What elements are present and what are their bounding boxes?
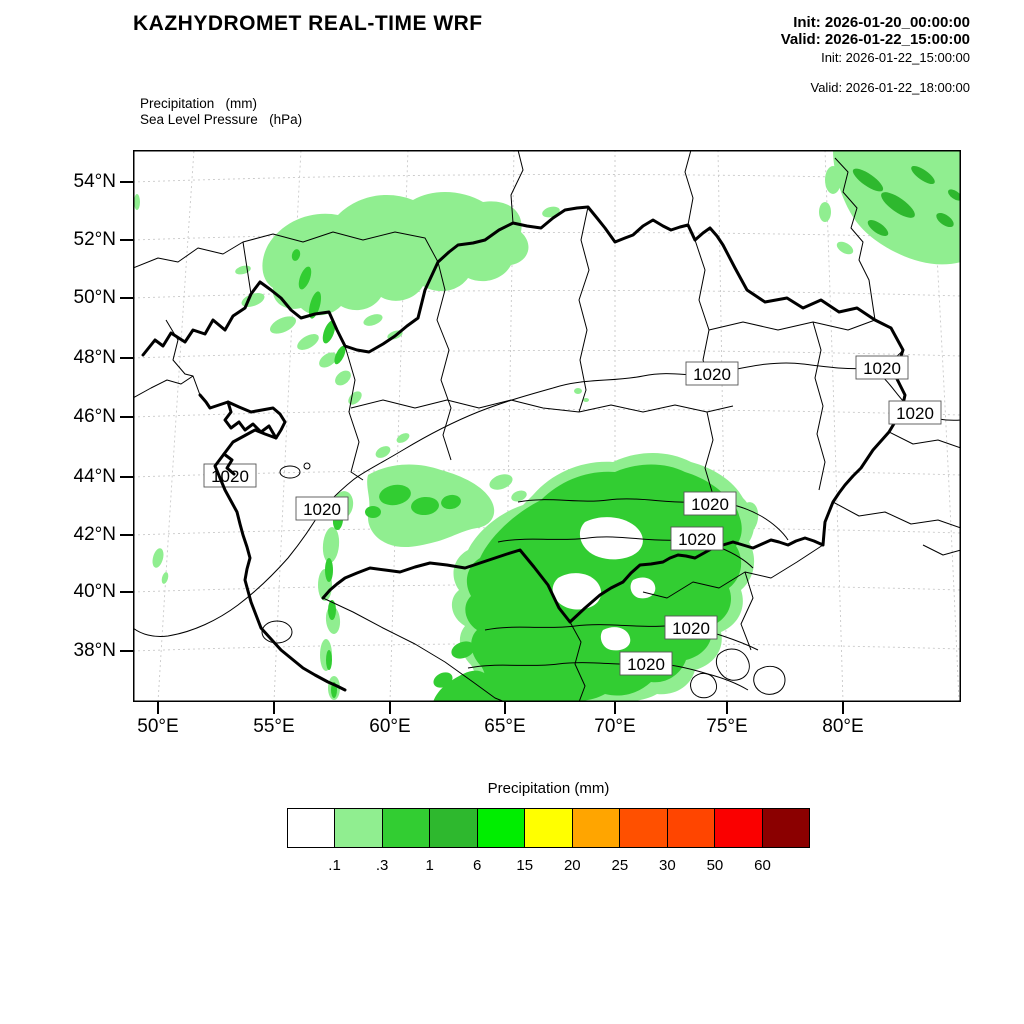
lat-label-38n: 38°N bbox=[73, 640, 116, 661]
precipitation-holes bbox=[552, 517, 656, 651]
valid-primary-label: Valid: 2026-01-22_15:00:00 bbox=[780, 31, 970, 48]
legend-color-box bbox=[714, 808, 763, 848]
legend-threshold: 15 bbox=[516, 857, 534, 874]
legend-threshold: 20 bbox=[563, 857, 581, 874]
lon-tick bbox=[157, 702, 159, 714]
page-title: KAZHYDROMET REAL-TIME WRF bbox=[133, 12, 483, 35]
legend-color-box bbox=[381, 808, 431, 848]
legend-color-box bbox=[524, 808, 573, 848]
svg-text:1020: 1020 bbox=[896, 404, 934, 423]
valid-secondary-label: Valid: 2026-01-22_18:00:00 bbox=[810, 80, 971, 95]
map-frame-border bbox=[133, 150, 961, 702]
legend-color-box bbox=[761, 808, 810, 848]
lat-label-40n: 40°N bbox=[73, 581, 116, 602]
caspian-coastline bbox=[198, 393, 347, 692]
lon-tick bbox=[273, 702, 275, 714]
legend-color-box bbox=[429, 808, 478, 848]
legend-threshold: 50 bbox=[706, 857, 724, 874]
lat-label-42n: 42°N bbox=[73, 524, 116, 545]
svg-text:1020: 1020 bbox=[678, 530, 716, 549]
lon-tick bbox=[389, 702, 391, 714]
lat-label-46n: 46°N bbox=[73, 406, 116, 427]
lat-tick bbox=[120, 357, 133, 359]
isobar-labels: 1020 1020 1020 1020 1020 1020 bbox=[295, 355, 942, 676]
isobar-label: 1020 bbox=[664, 615, 718, 640]
lon-label-75e: 75°E bbox=[706, 716, 748, 737]
isobar-label: 1020 bbox=[295, 496, 349, 521]
isobar-label: 1020 bbox=[619, 651, 673, 676]
pressure-field-label: Sea Level Pressure (hPa) bbox=[140, 112, 303, 127]
lon-tick bbox=[842, 702, 844, 714]
legend-threshold: 25 bbox=[611, 857, 629, 874]
legend-threshold: 30 bbox=[659, 857, 676, 874]
lat-tick bbox=[120, 181, 133, 183]
legend-threshold: 6 bbox=[472, 857, 482, 874]
legend-color-box bbox=[287, 808, 336, 848]
svg-text:1020: 1020 bbox=[863, 359, 901, 378]
lat-tick bbox=[120, 476, 133, 478]
precipitation-field-label: Precipitation (mm) bbox=[140, 96, 258, 111]
isobar-label: 1020 bbox=[888, 400, 942, 425]
legend-color-box bbox=[476, 808, 526, 848]
svg-text:1020: 1020 bbox=[693, 365, 731, 384]
legend-threshold: 1 bbox=[425, 857, 434, 874]
isobar-label: 1020 bbox=[683, 491, 737, 516]
svg-text:1020: 1020 bbox=[303, 500, 341, 519]
lon-label-65e: 65°E bbox=[484, 716, 526, 737]
legend-threshold: .1 bbox=[328, 857, 341, 874]
legend-threshold: .3 bbox=[375, 857, 389, 874]
legend-threshold-labels: .1 .3 1 6 15 20 25 30 50 60 bbox=[287, 857, 810, 877]
lat-label-54n: 54°N bbox=[73, 171, 116, 192]
legend-title: Precipitation (mm) bbox=[487, 780, 610, 797]
isobar-label: 1020 bbox=[685, 361, 739, 386]
lon-tick bbox=[614, 702, 616, 714]
precipitation-dark-layer bbox=[852, 165, 961, 237]
lat-tick bbox=[120, 534, 133, 536]
lat-tick bbox=[120, 239, 133, 241]
lat-label-50n: 50°N bbox=[73, 287, 116, 308]
legend-color-box bbox=[666, 808, 716, 848]
isobar-label: 1020 bbox=[203, 463, 257, 488]
isobar-label: 1020 bbox=[670, 526, 724, 551]
lat-tick bbox=[120, 591, 133, 593]
lat-tick bbox=[120, 416, 133, 418]
lon-label-55e: 55°E bbox=[253, 716, 295, 737]
legend-color-box bbox=[334, 808, 383, 848]
lat-label-44n: 44°N bbox=[73, 466, 116, 487]
isobar-label: 1020 bbox=[855, 355, 909, 380]
lat-tick bbox=[120, 650, 133, 652]
svg-text:1020: 1020 bbox=[691, 495, 729, 514]
legend-colorbar bbox=[287, 808, 810, 848]
svg-text:1020: 1020 bbox=[672, 619, 710, 638]
init-secondary-label: Init: 2026-01-22_15:00:00 bbox=[821, 50, 970, 65]
legend-color-box bbox=[619, 808, 668, 848]
kazakhstan-border bbox=[141, 205, 907, 624]
lon-label-80e: 80°E bbox=[822, 716, 864, 737]
legend-threshold: 60 bbox=[754, 857, 771, 874]
svg-text:1020: 1020 bbox=[627, 655, 665, 674]
legend-color-box bbox=[571, 808, 621, 848]
lat-label-48n: 48°N bbox=[73, 347, 116, 368]
lon-label-70e: 70°E bbox=[594, 716, 636, 737]
lon-label-60e: 60°E bbox=[369, 716, 411, 737]
map-svg: 1020 bbox=[133, 150, 961, 702]
lon-tick bbox=[726, 702, 728, 714]
init-primary-label: Init: 2026-01-20_00:00:00 bbox=[793, 14, 970, 31]
lon-tick bbox=[504, 702, 506, 714]
lon-label-50e: 50°E bbox=[137, 716, 179, 737]
lat-label-52n: 52°N bbox=[73, 229, 116, 250]
lat-tick bbox=[120, 297, 133, 299]
